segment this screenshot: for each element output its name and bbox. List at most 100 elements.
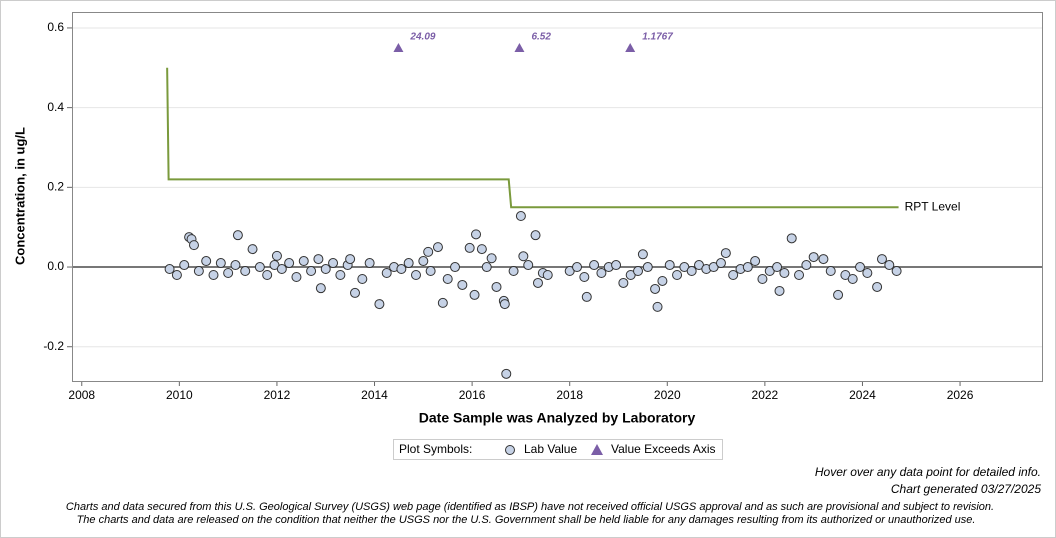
data-point [808, 252, 819, 263]
data-point [364, 258, 375, 269]
data-point [262, 270, 273, 281]
data-point [201, 256, 212, 267]
data-point [457, 279, 468, 290]
data-point [637, 249, 648, 260]
data-point [410, 270, 421, 281]
data-point [508, 266, 519, 277]
data-point [728, 270, 739, 281]
data-point [350, 287, 361, 298]
y-tick-label: 0.4 [47, 100, 64, 114]
data-point [833, 289, 844, 300]
legend-title: Plot Symbols: [399, 442, 472, 456]
x-axis-label: Date Sample was Analyzed by Laboratory [419, 410, 696, 426]
data-point [884, 260, 895, 271]
data-point [532, 277, 543, 288]
data-point [481, 262, 492, 273]
data-point [657, 275, 668, 286]
note: Hover over any data point for detailed i… [815, 465, 1041, 479]
data-point [425, 266, 436, 277]
data-point [179, 260, 190, 271]
data-point [271, 250, 282, 261]
data-point [381, 268, 392, 279]
data-point [240, 266, 251, 277]
exceed-marker [393, 43, 404, 52]
data-point [664, 260, 675, 271]
data-point [818, 254, 829, 265]
data-point [208, 270, 219, 281]
data-point [164, 264, 175, 275]
data-point [715, 258, 726, 269]
data-point [652, 301, 663, 312]
data-point [230, 260, 241, 271]
data-point [499, 299, 510, 310]
data-point [437, 297, 448, 308]
data-point [442, 273, 453, 284]
data-point [596, 268, 607, 279]
legend-box [393, 439, 723, 460]
data-point [847, 273, 858, 284]
data-point [188, 240, 199, 251]
data-point [418, 256, 429, 267]
data-point [335, 270, 346, 281]
data-point [515, 211, 526, 222]
data-point [891, 266, 902, 277]
data-point [374, 299, 385, 310]
x-tick-label: 2020 [654, 388, 681, 402]
data-point [403, 258, 414, 269]
data-point [779, 268, 790, 279]
data-point [306, 266, 317, 277]
data-point [872, 281, 883, 292]
data-point [589, 260, 600, 271]
y-tick-label: -0.2 [43, 339, 64, 353]
data-point [772, 262, 783, 273]
x-tick-label: 2016 [459, 388, 486, 402]
data-point [284, 258, 295, 269]
data-point [581, 291, 592, 302]
data-point [471, 229, 482, 240]
data-point [579, 271, 590, 282]
x-tick-label: 2026 [947, 388, 974, 402]
data-point [855, 262, 866, 273]
data-point [423, 246, 434, 257]
data-point [876, 254, 887, 265]
data-point [171, 270, 182, 281]
note: Chart generated 03/27/2025 [891, 482, 1041, 496]
data-point [357, 273, 368, 284]
data-point [542, 270, 553, 281]
data-point [247, 244, 258, 255]
data-point [223, 268, 234, 279]
data-point [862, 268, 873, 279]
y-axis-label: Concentration, in ug/L [12, 127, 27, 265]
data-point [476, 244, 487, 255]
data-point [320, 264, 331, 275]
x-tick-label: 2012 [264, 388, 291, 402]
data-point [298, 256, 309, 267]
data-point [464, 242, 475, 253]
legend-symbol [505, 445, 515, 455]
data-point [518, 251, 529, 262]
data-point [572, 262, 583, 273]
exceed-marker [514, 43, 525, 52]
disclaimer: The charts and data are released on the … [77, 514, 976, 526]
data-point [254, 262, 265, 273]
data-point [215, 258, 226, 269]
exceed-label: 24.09 [409, 32, 435, 43]
data-point [486, 253, 497, 264]
exceed-label: 1.1767 [642, 32, 673, 43]
data-point [523, 260, 534, 271]
data-point [618, 277, 629, 288]
data-point [686, 266, 697, 277]
data-point [650, 283, 661, 294]
data-point [291, 271, 302, 282]
y-tick-label: 0.6 [47, 20, 64, 34]
data-point [501, 368, 512, 379]
data-point [396, 264, 407, 275]
rpt-label: RPT Level [905, 199, 961, 213]
legend-label: Value Exceeds Axis [611, 442, 716, 456]
data-point [742, 262, 753, 273]
x-tick-label: 2018 [556, 388, 583, 402]
data-point [315, 283, 326, 294]
data-point [774, 285, 785, 296]
data-point [193, 266, 204, 277]
